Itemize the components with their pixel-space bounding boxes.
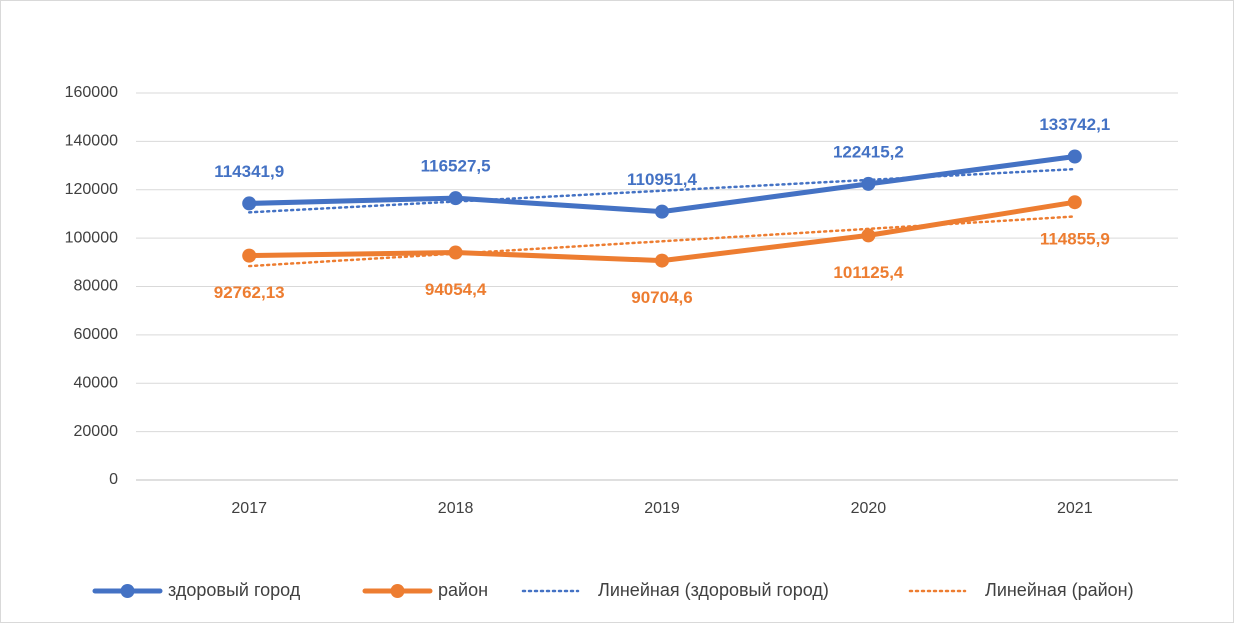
data-label: 94054,4 <box>425 280 487 299</box>
data-label: 110951,4 <box>627 170 698 189</box>
point <box>655 253 669 268</box>
point <box>861 176 876 191</box>
y-tick-label: 100000 <box>65 229 118 246</box>
legend-label: Линейная (район) <box>985 580 1134 600</box>
point <box>242 248 257 263</box>
x-tick-label: 2018 <box>438 500 474 517</box>
data-label: 92762,13 <box>214 283 285 302</box>
y-tick-label: 40000 <box>74 374 119 391</box>
y-tick-label: 140000 <box>65 133 118 150</box>
data-label: 90704,6 <box>631 288 692 307</box>
point <box>1067 195 1082 210</box>
legend-label: здоровый город <box>168 580 301 600</box>
x-tick-label: 2020 <box>851 500 887 517</box>
y-tick-label: 60000 <box>74 326 119 343</box>
point <box>448 245 463 260</box>
data-label: 114855,9 <box>1040 230 1110 249</box>
point <box>861 228 876 243</box>
legend-label: район <box>438 580 488 600</box>
y-tick-label: 20000 <box>74 423 119 440</box>
data-label: 133742,1 <box>1039 115 1110 134</box>
point <box>655 204 669 219</box>
point <box>1067 149 1082 164</box>
x-tick-label: 2017 <box>231 500 267 517</box>
legend-label: Линейная (здоровый город) <box>598 580 829 600</box>
data-label: 122415,2 <box>833 142 904 161</box>
legend-marker <box>120 584 135 598</box>
data-label: 116527,5 <box>421 157 491 176</box>
x-tick-label: 2019 <box>644 500 680 517</box>
x-tick-label: 2021 <box>1057 500 1093 517</box>
data-label: 114341,9 <box>214 162 284 181</box>
point <box>242 196 257 211</box>
y-tick-label: 160000 <box>65 84 118 101</box>
data-label: 101125,4 <box>833 263 904 282</box>
point <box>448 191 463 206</box>
legend-marker <box>390 584 405 598</box>
y-tick-label: 80000 <box>74 278 119 295</box>
y-tick-label: 0 <box>109 471 118 488</box>
y-tick-label: 120000 <box>65 181 118 198</box>
